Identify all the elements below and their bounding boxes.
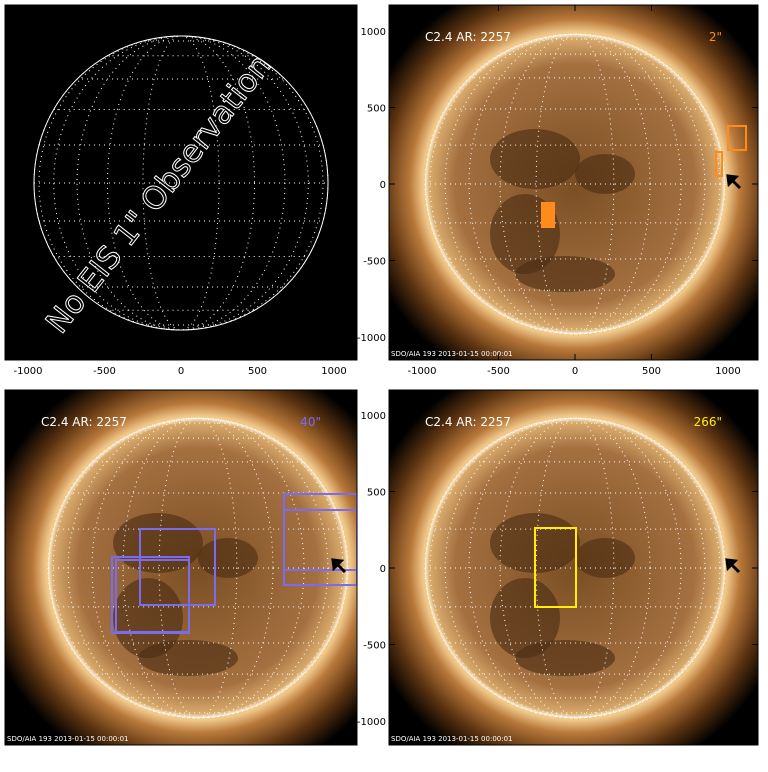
fov-label: 40" [300, 415, 321, 429]
x-tick-label: -500 [487, 366, 510, 377]
x-tick-label: 1000 [715, 366, 740, 377]
coronal-hole [198, 538, 258, 578]
x-tick-label: 500 [248, 366, 267, 377]
coronal-hole [490, 129, 580, 189]
y-tick-label: 1000 [361, 27, 386, 38]
y-tick-label: 1000 [361, 411, 386, 422]
y-tick-label: 500 [367, 488, 386, 499]
x-tick-label: -1000 [13, 366, 42, 377]
y-tick-label: -500 [363, 257, 386, 268]
y-tick-label: -500 [363, 641, 386, 652]
y-tick-label: 500 [367, 104, 386, 115]
x-tick-label: -1000 [407, 366, 436, 377]
x-tick-label: -500 [93, 366, 116, 377]
y-tick-label: 0 [380, 180, 386, 191]
fov-label: 266" [694, 415, 722, 429]
coronal-hole [575, 154, 635, 194]
x-tick-label: 500 [642, 366, 661, 377]
footer: SDO/AIA 193 2013-01-15 00:00:01 [391, 735, 513, 743]
x-tick-label: 1000 [321, 366, 346, 377]
x-tick-label: 0 [178, 366, 184, 377]
y-tick-label: 0 [380, 564, 386, 575]
fov-box [542, 203, 554, 227]
y-tick-label: -1000 [357, 717, 386, 728]
panel-label: C2.4 AR: 2257 [41, 415, 127, 429]
footer: SDO/AIA 193 2013-01-15 00:00:01 [7, 735, 129, 743]
y-tick-label: -1000 [357, 333, 386, 344]
fov-label: 2" [709, 30, 722, 44]
footer: SDO/AIA 193 2013-01-15 00:00:01 [391, 350, 513, 358]
coronal-hole [515, 640, 615, 676]
panel-label: C2.4 AR: 2257 [425, 30, 511, 44]
coronal-hole [138, 640, 238, 676]
coronal-hole [575, 538, 635, 578]
panel-label: C2.4 AR: 2257 [425, 415, 511, 429]
x-tick-label: 0 [572, 366, 578, 377]
coronal-hole [515, 256, 615, 292]
